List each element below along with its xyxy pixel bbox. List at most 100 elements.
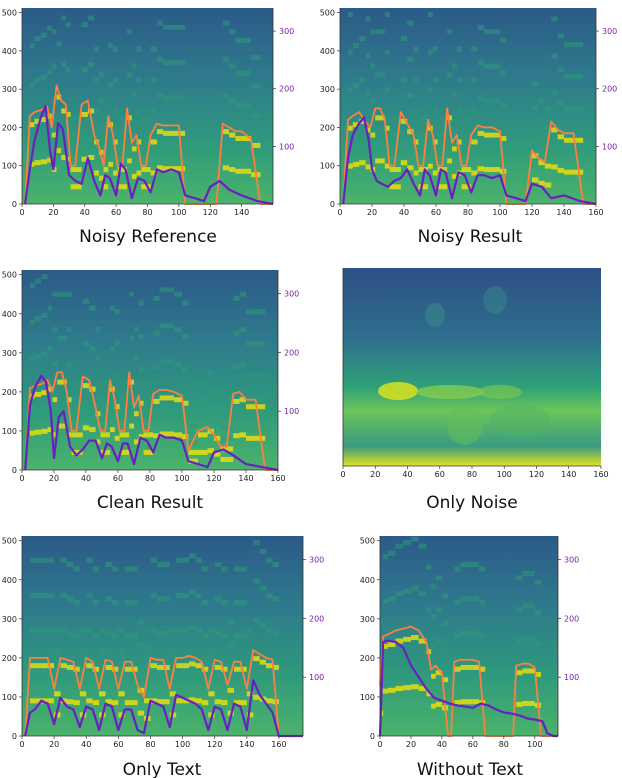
harmonic-band bbox=[103, 184, 109, 190]
y-tick-label: 400 bbox=[320, 47, 335, 56]
harmonic-band bbox=[251, 55, 261, 61]
harmonic-band bbox=[435, 606, 442, 612]
harmonic-band bbox=[400, 36, 408, 42]
harmonic-band bbox=[454, 599, 461, 605]
panel-caption: Clean Result bbox=[97, 493, 204, 513]
harmonic-band bbox=[138, 333, 144, 339]
harmonic-band bbox=[188, 589, 196, 595]
harmonic-band bbox=[394, 149, 401, 155]
harmonic-band bbox=[384, 163, 390, 169]
harmonic-band bbox=[241, 136, 252, 142]
harmonic-band bbox=[387, 550, 396, 556]
harmonic-band bbox=[103, 115, 109, 121]
harmonic-band bbox=[407, 56, 414, 62]
harmonic-band bbox=[477, 60, 484, 66]
harmonic-band bbox=[73, 700, 80, 706]
harmonic-band bbox=[76, 432, 83, 438]
harmonic-band bbox=[227, 642, 234, 648]
harmonic-band bbox=[456, 46, 462, 52]
harmonic-band bbox=[532, 80, 539, 86]
axes: 0 20 40 60 80 100 120 140 160 bbox=[340, 268, 609, 479]
harmonic-band bbox=[163, 630, 170, 636]
y-tick-label: 300 bbox=[2, 615, 17, 624]
harmonic-band bbox=[410, 635, 419, 641]
harmonic-band bbox=[221, 700, 228, 706]
harmonic-band bbox=[188, 697, 196, 703]
harmonic-band bbox=[30, 663, 35, 669]
harmonic-band bbox=[30, 592, 35, 598]
y-tick-label: 400 bbox=[2, 310, 17, 319]
harmonic-band bbox=[156, 165, 164, 171]
harmonic-band bbox=[484, 98, 492, 104]
harmonic-band bbox=[156, 562, 164, 568]
harmonic-band bbox=[124, 633, 132, 639]
harmonic-band bbox=[89, 305, 96, 311]
harmonic-band bbox=[150, 108, 157, 114]
harmonic-band bbox=[29, 122, 35, 128]
harmonic-band bbox=[47, 386, 53, 392]
panel-caption: Noisy Result bbox=[418, 227, 523, 247]
x-tick-label: 140 bbox=[239, 740, 254, 749]
harmonic-band bbox=[207, 390, 214, 396]
harmonic-band bbox=[532, 153, 539, 159]
harmonic-band bbox=[47, 698, 55, 704]
harmonic-band bbox=[557, 67, 564, 73]
y2-tick-label: 100 bbox=[564, 673, 579, 682]
harmonic-band bbox=[143, 414, 149, 420]
harmonic-band bbox=[573, 74, 584, 80]
harmonic-band bbox=[174, 397, 182, 403]
harmonic-band bbox=[466, 167, 472, 173]
harmonic-band bbox=[222, 165, 230, 171]
harmonic-band bbox=[182, 592, 189, 598]
harmonic-band bbox=[127, 115, 132, 121]
harmonic-band bbox=[492, 63, 500, 69]
harmonic-band bbox=[182, 333, 189, 339]
harmonic-band bbox=[239, 432, 246, 438]
harmonic-band bbox=[171, 60, 179, 66]
harmonic-band bbox=[79, 691, 87, 697]
harmonic-band bbox=[266, 628, 273, 634]
y-tick-label: 100 bbox=[2, 162, 17, 171]
y2-tick-label: 300 bbox=[309, 556, 324, 565]
energy-curve bbox=[24, 374, 279, 472]
harmonic-band bbox=[110, 427, 115, 433]
harmonic-band bbox=[136, 139, 142, 145]
harmonic-band bbox=[226, 446, 234, 452]
harmonic-band bbox=[259, 548, 267, 554]
harmonic-band bbox=[169, 628, 177, 634]
harmonic-band bbox=[471, 170, 478, 176]
harmonic-band bbox=[60, 592, 67, 598]
harmonic-band bbox=[551, 127, 558, 133]
harmonic-band bbox=[51, 132, 57, 138]
x-tick-label: 80 bbox=[142, 208, 152, 217]
harmonic-band bbox=[403, 685, 411, 691]
harmonic-band bbox=[40, 32, 48, 38]
harmonic-band bbox=[30, 356, 35, 362]
harmonic-band bbox=[551, 16, 558, 22]
harmonic-band bbox=[134, 411, 139, 417]
harmonic-band bbox=[47, 157, 52, 163]
curves bbox=[378, 625, 558, 738]
harmonic-band bbox=[492, 167, 500, 173]
y-tick-label: 500 bbox=[2, 271, 17, 280]
harmonic-band bbox=[66, 562, 74, 568]
harmonic-band bbox=[229, 132, 236, 138]
harmonic-band bbox=[387, 596, 396, 602]
harmonic-band bbox=[144, 698, 151, 704]
harmonic-band bbox=[40, 117, 48, 123]
harmonic-band bbox=[522, 570, 529, 576]
harmonic-band bbox=[131, 666, 138, 672]
harmonic-band bbox=[229, 63, 236, 69]
harmonic-band bbox=[54, 628, 61, 634]
harmonic-band bbox=[136, 108, 142, 114]
harmonic-band bbox=[201, 666, 209, 672]
curves bbox=[342, 107, 597, 206]
harmonic-band bbox=[516, 701, 523, 707]
harmonic-band bbox=[137, 642, 145, 648]
harmonic-band bbox=[403, 540, 411, 546]
harmonic-bands bbox=[30, 540, 279, 721]
x-tick-label: 140 bbox=[234, 208, 249, 217]
harmonic-band bbox=[131, 146, 137, 152]
harmonic-band bbox=[221, 599, 228, 605]
harmonic-band bbox=[30, 557, 35, 563]
